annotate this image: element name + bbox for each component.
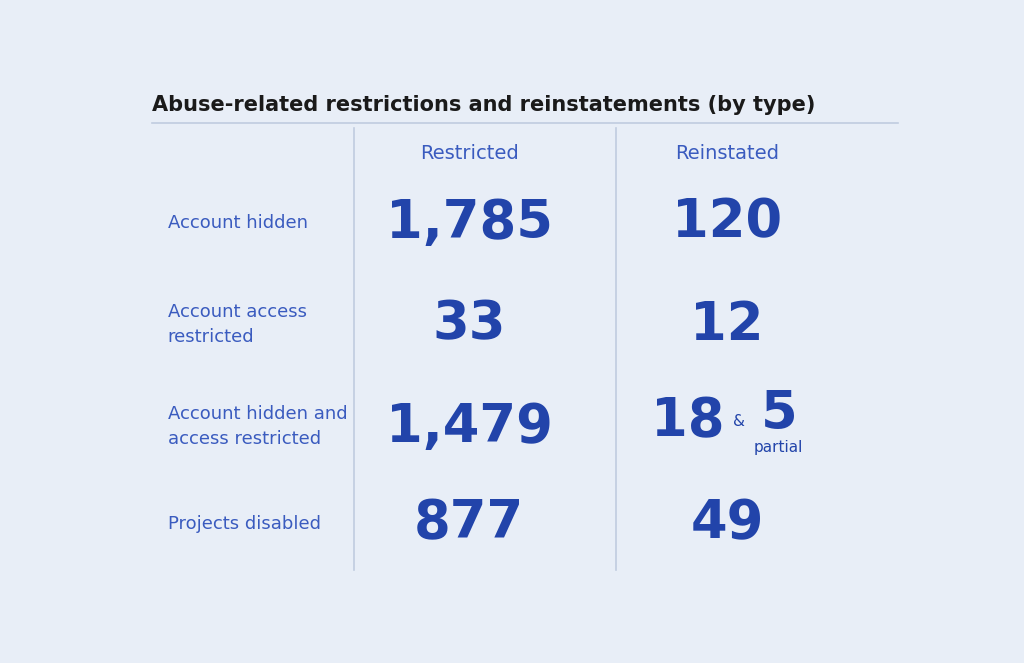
Text: partial: partial [754, 440, 804, 455]
Text: 49: 49 [690, 498, 764, 550]
Text: Account hidden and
access restricted: Account hidden and access restricted [168, 405, 347, 448]
Text: 18: 18 [650, 396, 724, 448]
Text: 877: 877 [414, 498, 524, 550]
Text: Abuse-related restrictions and reinstatements (by type): Abuse-related restrictions and reinstate… [152, 95, 815, 115]
Text: 1,479: 1,479 [386, 400, 553, 453]
Text: 120: 120 [672, 196, 782, 249]
Text: 33: 33 [432, 298, 506, 351]
Text: Reinstated: Reinstated [675, 144, 779, 163]
Text: 5: 5 [761, 388, 797, 440]
Text: Account access
restricted: Account access restricted [168, 303, 306, 346]
Text: 1,785: 1,785 [386, 196, 553, 249]
Text: Projects disabled: Projects disabled [168, 514, 321, 532]
Text: 12: 12 [690, 298, 764, 351]
Text: &: & [733, 414, 745, 429]
Text: Account hidden: Account hidden [168, 213, 307, 231]
Text: Restricted: Restricted [420, 144, 518, 163]
